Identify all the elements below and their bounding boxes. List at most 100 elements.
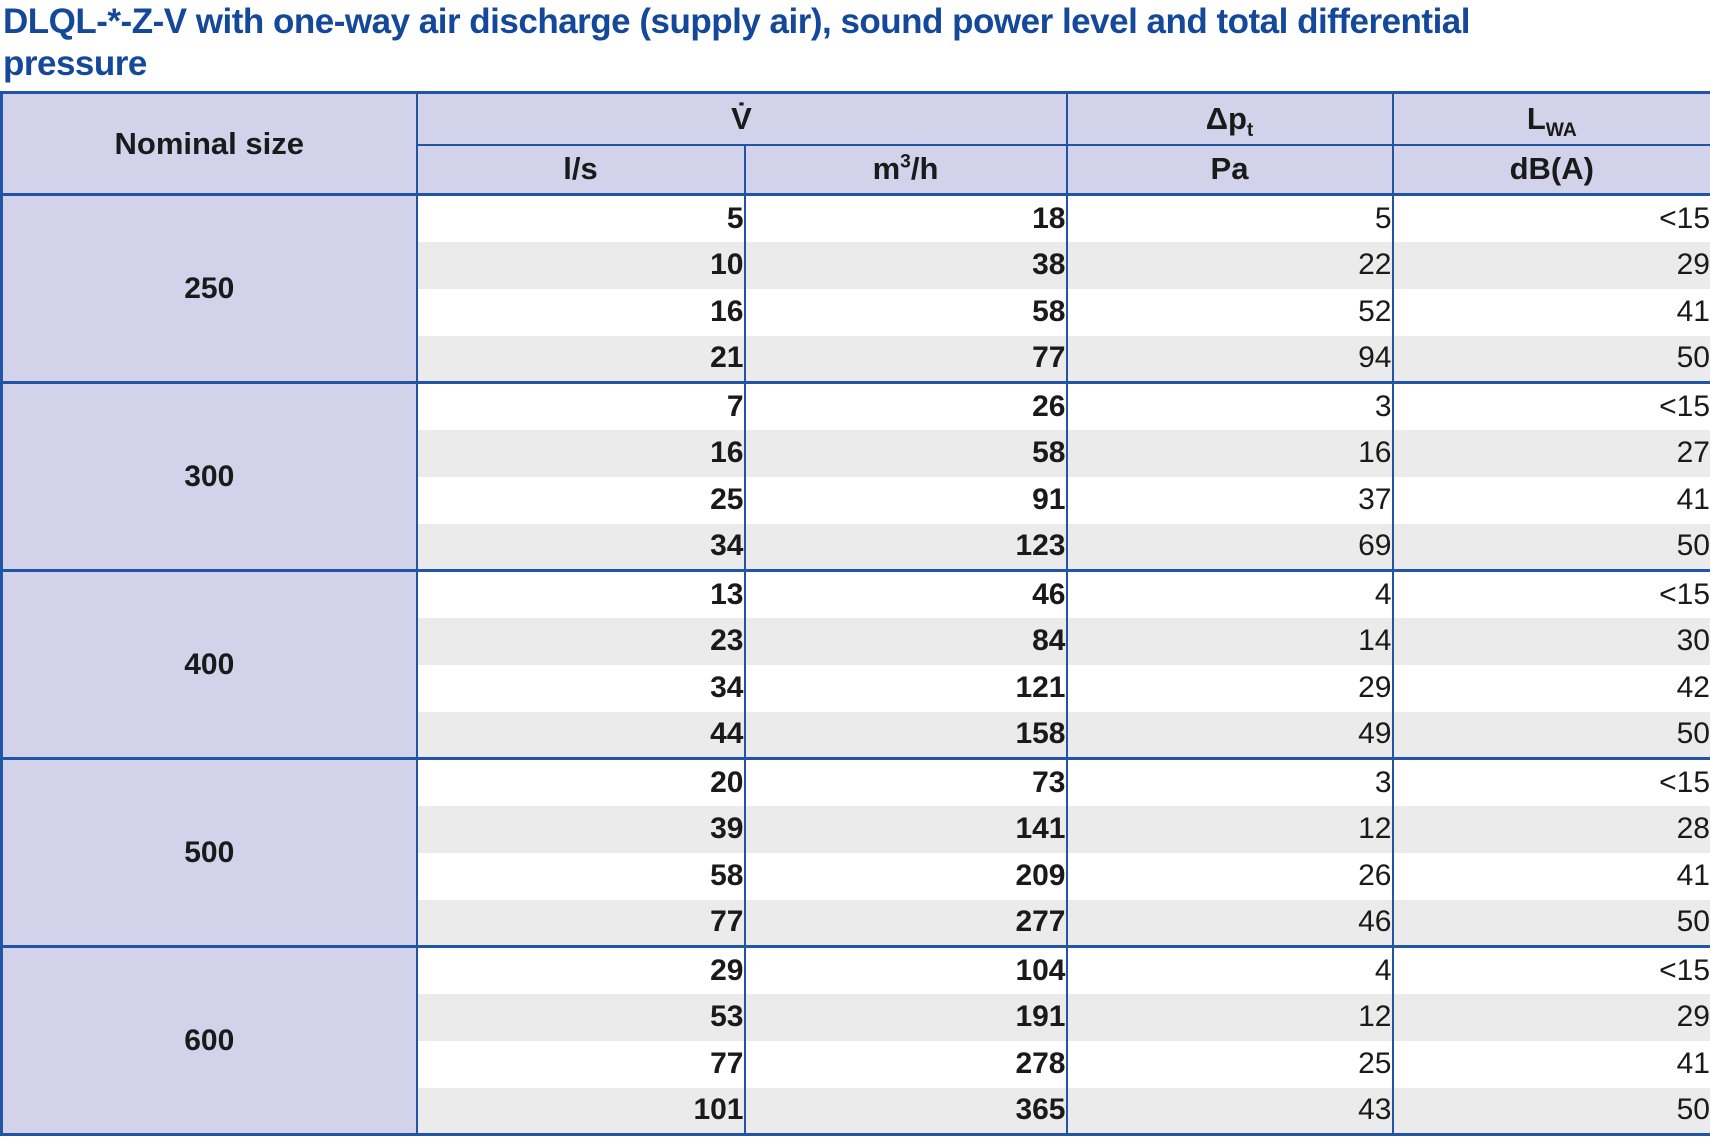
pressure-pa-cell: 3 (1065, 381, 1394, 430)
sound-dba-cell: 27 (1391, 429, 1710, 477)
flow-ls-cell: 7 (415, 381, 746, 430)
sound-dba-cell: 50 (1391, 523, 1710, 571)
pressure-pa-cell: 16 (1065, 429, 1394, 477)
table-row: 39 141 12 28 (2, 805, 1710, 853)
table-row: 23 84 14 30 (2, 617, 1710, 665)
table-row: 101 365 43 50 (2, 1087, 1710, 1135)
pressure-pa-cell: 46 (1065, 899, 1394, 947)
flow-m3h-cell: 46 (743, 569, 1068, 618)
header-unit-ls: l/s (415, 143, 746, 196)
header-row-symbols: Nominal size V̇ Δpt LWA (0, 91, 1710, 196)
dp-subscript: t (1246, 119, 1254, 141)
sound-dba-cell: 42 (1391, 664, 1710, 712)
table-row: 600 29 104 4 <15 (0, 945, 1710, 1135)
pressure-pa-cell: 5 (1065, 193, 1394, 242)
flow-m3h-cell: 123 (743, 523, 1068, 571)
pressure-pa-cell: 25 (1065, 1040, 1394, 1088)
flow-ls-cell: 44 (415, 711, 746, 759)
flow-m3h-cell: 18 (743, 193, 1068, 242)
pressure-pa-cell: 29 (1065, 664, 1394, 712)
pressure-pa-cell: 22 (1065, 241, 1394, 289)
pressure-pa-cell: 37 (1065, 476, 1394, 524)
sound-dba-cell: 50 (1391, 711, 1710, 759)
header-unit-pa: Pa (1065, 143, 1394, 196)
sound-dba-cell: 30 (1391, 617, 1710, 665)
flow-m3h-cell: 84 (743, 617, 1068, 665)
pressure-pa-cell: 3 (1065, 757, 1394, 806)
nominal-size-cell: 400 (0, 569, 418, 759)
table-row: 21 77 94 50 (2, 335, 1710, 383)
flow-m3h-cell: 73 (743, 757, 1068, 806)
sound-dba-cell: <15 (1391, 381, 1710, 430)
table-row: 16 58 16 27 (2, 429, 1710, 477)
table-row: 250 5 18 5 <15 (0, 193, 1710, 383)
table-row: 400 13 46 4 <15 (0, 569, 1710, 759)
flow-symbol-vdot: V̇ (731, 100, 752, 136)
sound-dba-cell: 29 (1391, 993, 1710, 1041)
sound-dba-cell: <15 (1391, 193, 1710, 242)
sound-dba-cell: 41 (1391, 852, 1710, 900)
table-row: 300 7 26 3 <15 (0, 381, 1710, 571)
nominal-size-cell: 600 (0, 945, 418, 1135)
flow-ls-cell: 101 (415, 1087, 746, 1135)
flow-ls-cell: 13 (415, 569, 746, 618)
pressure-pa-cell: 52 (1065, 288, 1394, 336)
flow-ls-cell: 77 (415, 1040, 746, 1088)
sound-dba-cell: 28 (1391, 805, 1710, 853)
pressure-pa-cell: 43 (1065, 1087, 1394, 1135)
sound-dba-cell: 50 (1391, 1087, 1710, 1135)
header-row-units: l/s m3/h Pa dB(A) (2, 143, 1710, 196)
flow-m3h-cell: 121 (743, 664, 1068, 712)
pressure-pa-cell: 49 (1065, 711, 1394, 759)
flow-ls-cell: 29 (415, 945, 746, 994)
flow-ls-cell: 34 (415, 523, 746, 571)
pressure-pa-cell: 14 (1065, 617, 1394, 665)
flow-ls-cell: 20 (415, 757, 746, 806)
flow-ls-cell: 5 (415, 193, 746, 242)
header-unit-dba: dB(A) (1391, 143, 1710, 196)
table-row: 58 209 26 41 (2, 852, 1710, 900)
flow-m3h-cell: 77 (743, 335, 1068, 383)
table-row: 500 20 73 3 <15 (0, 757, 1710, 947)
flow-m3h-cell: 277 (743, 899, 1068, 947)
sound-dba-cell: 41 (1391, 288, 1710, 336)
flow-m3h-cell: 158 (743, 711, 1068, 759)
flow-m3h-cell: 104 (743, 945, 1068, 994)
flow-ls-cell: 21 (415, 335, 746, 383)
sound-dba-cell: <15 (1391, 569, 1710, 618)
header-nominal-size: Nominal size (0, 91, 418, 196)
flow-ls-cell: 53 (415, 993, 746, 1041)
pressure-pa-cell: 69 (1065, 523, 1394, 571)
flow-ls-cell: 34 (415, 664, 746, 712)
sound-dba-cell: 50 (1391, 899, 1710, 947)
flow-m3h-cell: 365 (743, 1087, 1068, 1135)
table-row: 77 278 25 41 (2, 1040, 1710, 1088)
sound-dba-cell: <15 (1391, 757, 1710, 806)
nominal-size-cell: 500 (0, 757, 418, 947)
header-flow-symbol: V̇ (415, 91, 1068, 146)
header-unit-m3h: m3/h (743, 143, 1068, 196)
table-row: 77 277 46 50 (2, 899, 1710, 947)
flow-m3h-cell: 141 (743, 805, 1068, 853)
nominal-size-cell: 300 (0, 381, 418, 571)
pressure-pa-cell: 4 (1065, 569, 1394, 618)
sound-dba-cell: 41 (1391, 1040, 1710, 1088)
flow-m3h-cell: 209 (743, 852, 1068, 900)
pressure-pa-cell: 94 (1065, 335, 1394, 383)
dp-symbol: Δp (1205, 100, 1247, 136)
table-row: 44 158 49 50 (2, 711, 1710, 759)
table-row: 25 91 37 41 (2, 476, 1710, 524)
flow-ls-cell: 16 (415, 288, 746, 336)
header-sound-power-level: LWA (1391, 91, 1710, 146)
table-row: 53 191 12 29 (2, 993, 1710, 1041)
flow-m3h-cell: 278 (743, 1040, 1068, 1088)
flow-m3h-cell: 58 (743, 288, 1068, 336)
flow-m3h-cell: 91 (743, 476, 1068, 524)
flow-ls-cell: 77 (415, 899, 746, 947)
table-row: 34 123 69 50 (2, 523, 1710, 571)
sound-dba-cell: 41 (1391, 476, 1710, 524)
page-title: DLQL-*-Z-V with one-way air discharge (s… (3, 2, 1470, 83)
table-header: Nominal size V̇ Δpt LWA l/s m3/h Pa dB(A… (0, 91, 1710, 196)
table-row: 16 58 52 41 (2, 288, 1710, 336)
sound-dba-cell: <15 (1391, 945, 1710, 994)
